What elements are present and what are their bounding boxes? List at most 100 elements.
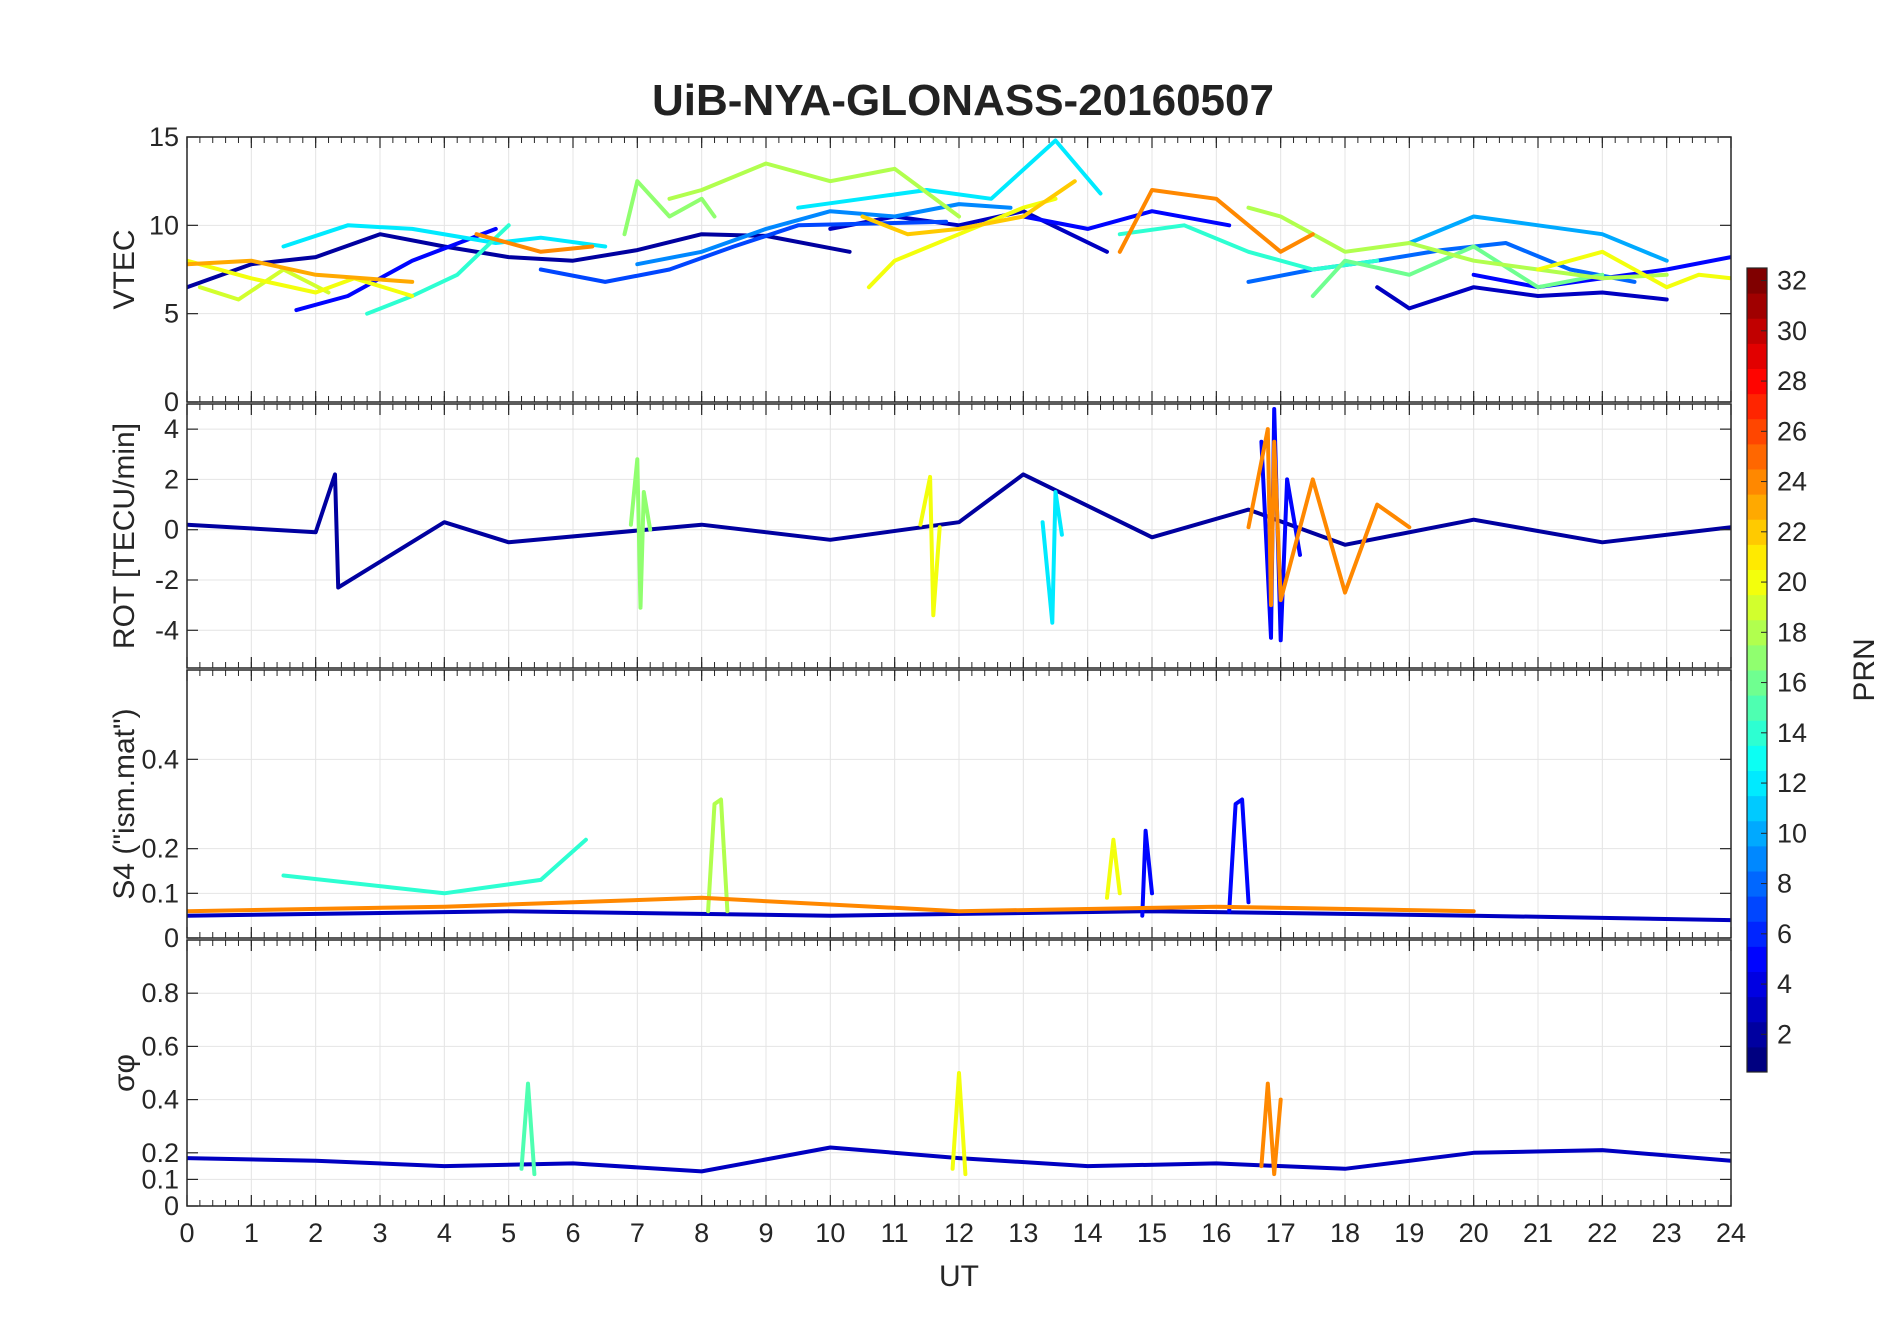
series-prn-3 bbox=[187, 1145, 1731, 1174]
colorbar-tick-label: 18 bbox=[1777, 617, 1807, 647]
series-prn-20 bbox=[866, 196, 1058, 290]
series-prn-5 bbox=[1227, 797, 1251, 914]
series-prn-24 bbox=[187, 895, 1476, 914]
series-prn-18 bbox=[1246, 205, 1669, 281]
colorbar-swatch bbox=[1747, 795, 1767, 822]
colorbar-tick-label: 12 bbox=[1777, 768, 1807, 798]
colorbar-tick-label: 28 bbox=[1777, 366, 1807, 396]
colorbar-swatch bbox=[1747, 418, 1767, 445]
y-tick-label: 2 bbox=[164, 464, 179, 494]
y-tick-label: 0 bbox=[164, 923, 179, 953]
x-tick-label: 7 bbox=[630, 1218, 645, 1248]
series-prn-3 bbox=[1375, 285, 1669, 311]
colorbar-swatch bbox=[1747, 871, 1767, 897]
series-prn-18 bbox=[667, 161, 961, 219]
colorbar-swatch bbox=[1747, 393, 1767, 420]
colorbar-swatch bbox=[1747, 268, 1767, 294]
colorbar-tick-label: 24 bbox=[1777, 467, 1807, 497]
y-tick-label: -4 bbox=[155, 615, 179, 645]
series-prn-14 bbox=[281, 837, 588, 896]
panel-frame bbox=[186, 403, 1732, 669]
series-prn-23 bbox=[187, 258, 415, 284]
series-prn-5 bbox=[1140, 828, 1154, 918]
colorbar-swatch bbox=[1747, 946, 1767, 972]
colorbar-swatch bbox=[1747, 619, 1767, 646]
series-prn-12 bbox=[796, 138, 1103, 210]
x-tick-label: 18 bbox=[1330, 1218, 1360, 1248]
colorbar-tick-label: 22 bbox=[1777, 517, 1807, 547]
colorbar-swatch bbox=[1747, 745, 1767, 771]
y-tick-label: 0 bbox=[164, 1191, 179, 1221]
colorbar-swatch bbox=[1747, 644, 1767, 671]
series-prn-19 bbox=[197, 267, 331, 302]
y-axis-label: ROT [TECU/min] bbox=[108, 423, 141, 649]
colorbar-swatch bbox=[1747, 368, 1767, 395]
series-prn-20 bbox=[918, 474, 942, 618]
series-prn-17 bbox=[622, 179, 717, 237]
x-tick-label: 15 bbox=[1137, 1218, 1167, 1248]
colorbar-label: PRN bbox=[1848, 638, 1881, 701]
colorbar-tick-label: 6 bbox=[1777, 919, 1792, 949]
chart-title: UiB-NYA-GLONASS-20160507 bbox=[652, 76, 1274, 125]
x-tick-label: 11 bbox=[881, 1218, 909, 1248]
series-group bbox=[187, 138, 1731, 316]
y-tick-label: 0.1 bbox=[141, 1164, 179, 1194]
panel-s4: 0 0.1 0.2 0.4S4 ("ism.mat") bbox=[108, 669, 1732, 953]
y-tick-label: 0.2 bbox=[141, 1138, 179, 1168]
y-tick-label: 0 bbox=[164, 515, 179, 545]
series-prn-14 bbox=[1117, 223, 1380, 272]
x-tick-label: 2 bbox=[308, 1218, 323, 1248]
series-prn-16 bbox=[1310, 244, 1605, 298]
x-tick-label: 9 bbox=[758, 1218, 773, 1248]
series-prn-10 bbox=[1407, 214, 1669, 263]
series-prn-12 bbox=[281, 223, 608, 249]
x-tick-label: 20 bbox=[1459, 1218, 1489, 1248]
y-tick-label: 0 bbox=[164, 387, 179, 417]
x-tick-label: 0 bbox=[179, 1218, 194, 1248]
colorbar-swatch bbox=[1747, 469, 1767, 495]
series-group bbox=[187, 407, 1731, 643]
colorbar-swatch bbox=[1747, 569, 1767, 596]
series-prn-15 bbox=[519, 1081, 537, 1177]
y-tick-label: 0.8 bbox=[141, 978, 179, 1008]
y-tick-label: 0.2 bbox=[141, 834, 179, 864]
colorbar-swatch bbox=[1747, 343, 1767, 369]
y-tick-label: 4 bbox=[164, 414, 179, 444]
colorbar-frame bbox=[1746, 267, 1768, 1073]
series-prn-2 bbox=[187, 472, 1731, 590]
colorbar-swatch bbox=[1747, 293, 1767, 319]
x-tick-label: 24 bbox=[1716, 1218, 1746, 1248]
series-prn-20 bbox=[187, 258, 415, 298]
colorbar-swatch bbox=[1747, 971, 1767, 998]
series-prn-20 bbox=[1105, 837, 1122, 900]
colorbar-tick-label: 8 bbox=[1777, 869, 1792, 899]
colorbar-swatch bbox=[1747, 519, 1767, 545]
panel-frame bbox=[186, 939, 1732, 1207]
series-group bbox=[187, 797, 1731, 923]
colorbar-tick-label: 16 bbox=[1777, 668, 1807, 698]
x-tick-label: 14 bbox=[1073, 1218, 1103, 1248]
colorbar-tick-label: 26 bbox=[1777, 416, 1807, 446]
y-tick-label: -2 bbox=[155, 565, 179, 595]
y-tick-label: 0.1 bbox=[141, 878, 179, 908]
panel-frame bbox=[186, 669, 1732, 939]
x-tick-label: 17 bbox=[1266, 1218, 1296, 1248]
y-tick-label: 0.4 bbox=[141, 744, 179, 774]
colorbar-swatch bbox=[1747, 770, 1767, 797]
colorbar-swatch bbox=[1747, 494, 1767, 520]
series-prn-3 bbox=[187, 909, 1731, 923]
x-tick-label: 16 bbox=[1201, 1218, 1231, 1248]
y-tick-label: 5 bbox=[164, 299, 179, 329]
series-prn-24 bbox=[1259, 1081, 1283, 1177]
colorbar-swatch bbox=[1747, 670, 1767, 696]
panel-frame bbox=[186, 136, 1732, 403]
x-tick-label: 23 bbox=[1652, 1218, 1682, 1248]
x-tick-label: 12 bbox=[944, 1218, 974, 1248]
y-tick-label: 10 bbox=[149, 210, 179, 240]
colorbar-swatch bbox=[1747, 1046, 1767, 1073]
colorbar-tick-label: 4 bbox=[1777, 969, 1792, 999]
x-axis: 0 1 2 3 4 5 6 7 8 9 10 11 12 13 14 15 16 17 18 19 20 21 22 23 24… bbox=[179, 1218, 1746, 1293]
series-prn-24 bbox=[474, 232, 595, 254]
colorbar-tick-label: 32 bbox=[1777, 266, 1807, 296]
